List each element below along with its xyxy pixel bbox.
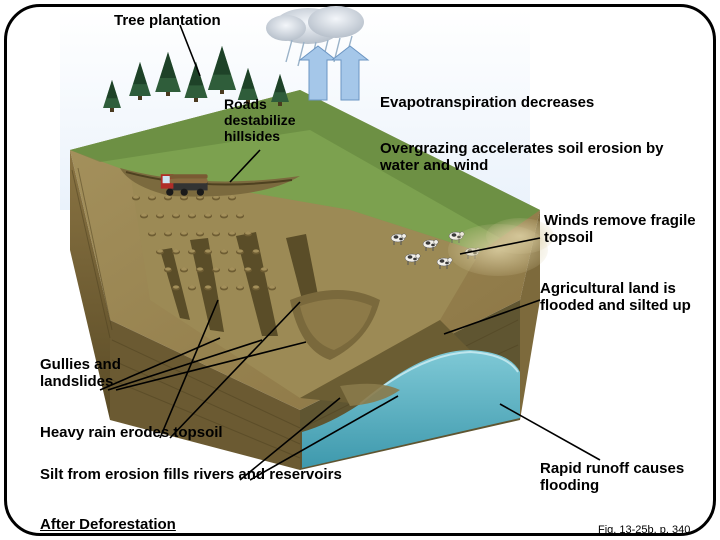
label-gullies: Gullies and landslides bbox=[40, 356, 180, 391]
figure-reference: Fig. 13-25b, p. 340 bbox=[598, 524, 720, 537]
label-runoff: Rapid runoff causes flooding bbox=[540, 460, 712, 495]
label-silt-rivers: Silt from erosion fills rivers and reser… bbox=[40, 466, 480, 483]
label-evapo: Evapotranspiration decreases bbox=[380, 94, 696, 111]
label-flooded: Agricultural land is flooded and silted … bbox=[540, 280, 712, 315]
label-after-deforestation: After Deforestation bbox=[40, 516, 300, 533]
label-heavy-rain: Heavy rain erodes topsoil bbox=[40, 424, 320, 441]
terrain-diagram bbox=[0, 0, 720, 540]
label-winds: Winds remove fragile topsoil bbox=[544, 212, 704, 247]
label-roads: Roads destabilize hillsides bbox=[224, 96, 334, 144]
label-overgrazing: Overgrazing accelerates soil erosion by … bbox=[380, 140, 696, 175]
logging-truck bbox=[161, 174, 208, 196]
label-tree-plantation: Tree plantation bbox=[114, 12, 314, 29]
